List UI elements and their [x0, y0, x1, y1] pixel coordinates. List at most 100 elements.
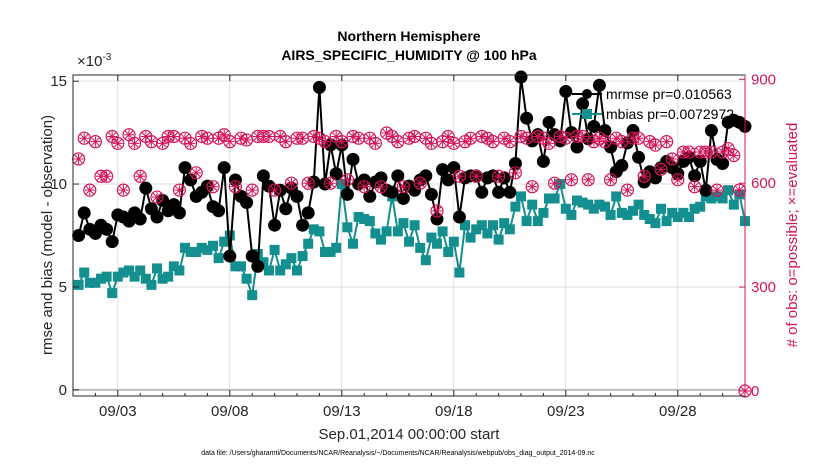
- rmse-point: [133, 212, 147, 226]
- bias-point: [84, 277, 95, 288]
- obs-evaluated-point: [644, 136, 655, 147]
- bias-point: [308, 224, 319, 235]
- bias-point: [605, 209, 616, 220]
- obs-evaluated-point: [706, 147, 717, 158]
- obs-evaluated-point: [734, 185, 745, 196]
- obs-evaluated-point: [420, 133, 431, 144]
- obs-evaluated-point: [73, 153, 84, 164]
- bias-point: [465, 232, 476, 243]
- obs-possible-point: [189, 166, 203, 180]
- rmse-point: [508, 156, 522, 170]
- obs-possible-point: [671, 173, 685, 187]
- obs-evaluated-point: [236, 133, 246, 144]
- bias-point: [689, 203, 700, 214]
- obs-evaluated-point: [224, 136, 235, 147]
- obs-evaluated-point: [90, 136, 101, 147]
- obs-possible-point: [357, 180, 371, 194]
- bias-point: [398, 218, 409, 229]
- x-tick-label: 09/03: [99, 403, 137, 420]
- bias-point: [504, 224, 515, 235]
- bias-point: [112, 271, 123, 282]
- bias-point: [303, 238, 314, 249]
- obs-evaluated-point: [661, 136, 672, 147]
- rmse-point: [296, 218, 310, 232]
- bias-point: [101, 271, 112, 282]
- legend: mrmse pr=0.010563 mbias pr=0.0072972: [572, 86, 734, 122]
- obs-evaluated-point: [275, 131, 286, 142]
- bias-point: [448, 236, 459, 247]
- obs-possible-point: [340, 173, 354, 187]
- obs-evaluated-point: [555, 131, 566, 142]
- obs-evaluated-point: [572, 131, 582, 142]
- bias-point: [572, 195, 582, 206]
- rmse-point: [688, 169, 702, 183]
- bias-point: [454, 267, 465, 278]
- obs-evaluated-point: [611, 133, 622, 144]
- obs-possible-point: [620, 183, 635, 197]
- rmse-point: [223, 249, 237, 263]
- rmse-point: [452, 210, 466, 224]
- obs-possible-point: [654, 162, 668, 176]
- bias-point: [185, 246, 196, 257]
- obs-possible-point: [83, 183, 97, 197]
- obs-evaluated-point: [678, 147, 689, 158]
- bias-point: [381, 226, 392, 237]
- obs-evaluated-point: [353, 133, 364, 144]
- obs-evaluated-point: [264, 131, 274, 142]
- bias-point: [314, 226, 325, 237]
- obs-possible-point: [659, 135, 674, 149]
- obs-evaluated-point: [269, 185, 280, 196]
- obs-possible-point: [542, 136, 556, 150]
- obs-evaluated-point: [465, 133, 476, 144]
- bias-point: [678, 207, 689, 218]
- y-exponent-power: -3: [102, 52, 111, 63]
- rmse-point: [256, 169, 270, 183]
- rmse-point: [150, 210, 164, 224]
- y-tick-label: 5: [59, 279, 67, 296]
- bias-point: [96, 273, 106, 284]
- legend-rmse-marker: [582, 89, 592, 99]
- rmse-point: [492, 185, 506, 199]
- bias-point: [208, 240, 218, 251]
- obs-evaluated-point: [286, 178, 297, 189]
- obs-evaluated-point: [336, 136, 347, 147]
- obs-possible-point: [396, 180, 410, 194]
- bias-point: [532, 216, 543, 227]
- bias-point: [633, 199, 644, 210]
- bias-point: [146, 279, 157, 290]
- obs-evaluated-point: [163, 131, 174, 142]
- bias-point: [656, 203, 666, 214]
- bias-point: [336, 179, 347, 190]
- y-right-tick-label: 300: [751, 279, 776, 296]
- obs-possible-point: [687, 180, 702, 194]
- obs-evaluated-point: [560, 133, 571, 144]
- bias-point: [79, 267, 90, 278]
- obs-evaluated-point: [594, 133, 605, 144]
- obs-possible-point: [324, 176, 338, 190]
- bias-point: [432, 238, 442, 249]
- obs-evaluated-point: [499, 133, 510, 144]
- obs-possible-point: [525, 180, 539, 194]
- obs-evaluated-point: [107, 131, 118, 142]
- rmse-point: [436, 163, 450, 177]
- rmse-point: [172, 206, 186, 220]
- bias-point: [527, 199, 538, 210]
- bias-point: [264, 265, 274, 276]
- obs-evaluated-point: [320, 136, 330, 147]
- obs-evaluated-point: [219, 129, 230, 140]
- obs-evaluated-point: [488, 136, 498, 147]
- rmse-point: [576, 97, 590, 111]
- bias-point: [420, 255, 431, 266]
- bias-point: [275, 265, 286, 276]
- rmse-point: [598, 124, 612, 138]
- bias-point: [482, 228, 493, 239]
- obs-evaluated-point: [359, 181, 370, 192]
- obs-evaluated-point: [174, 185, 185, 196]
- obs-evaluated-point: [140, 131, 151, 142]
- obs-possible-point: [492, 169, 506, 183]
- rmse-point: [329, 167, 343, 181]
- bias-point: [174, 265, 185, 276]
- bias-point: [129, 271, 140, 282]
- obs-evaluated-point: [717, 147, 728, 158]
- rmse-point: [520, 111, 534, 125]
